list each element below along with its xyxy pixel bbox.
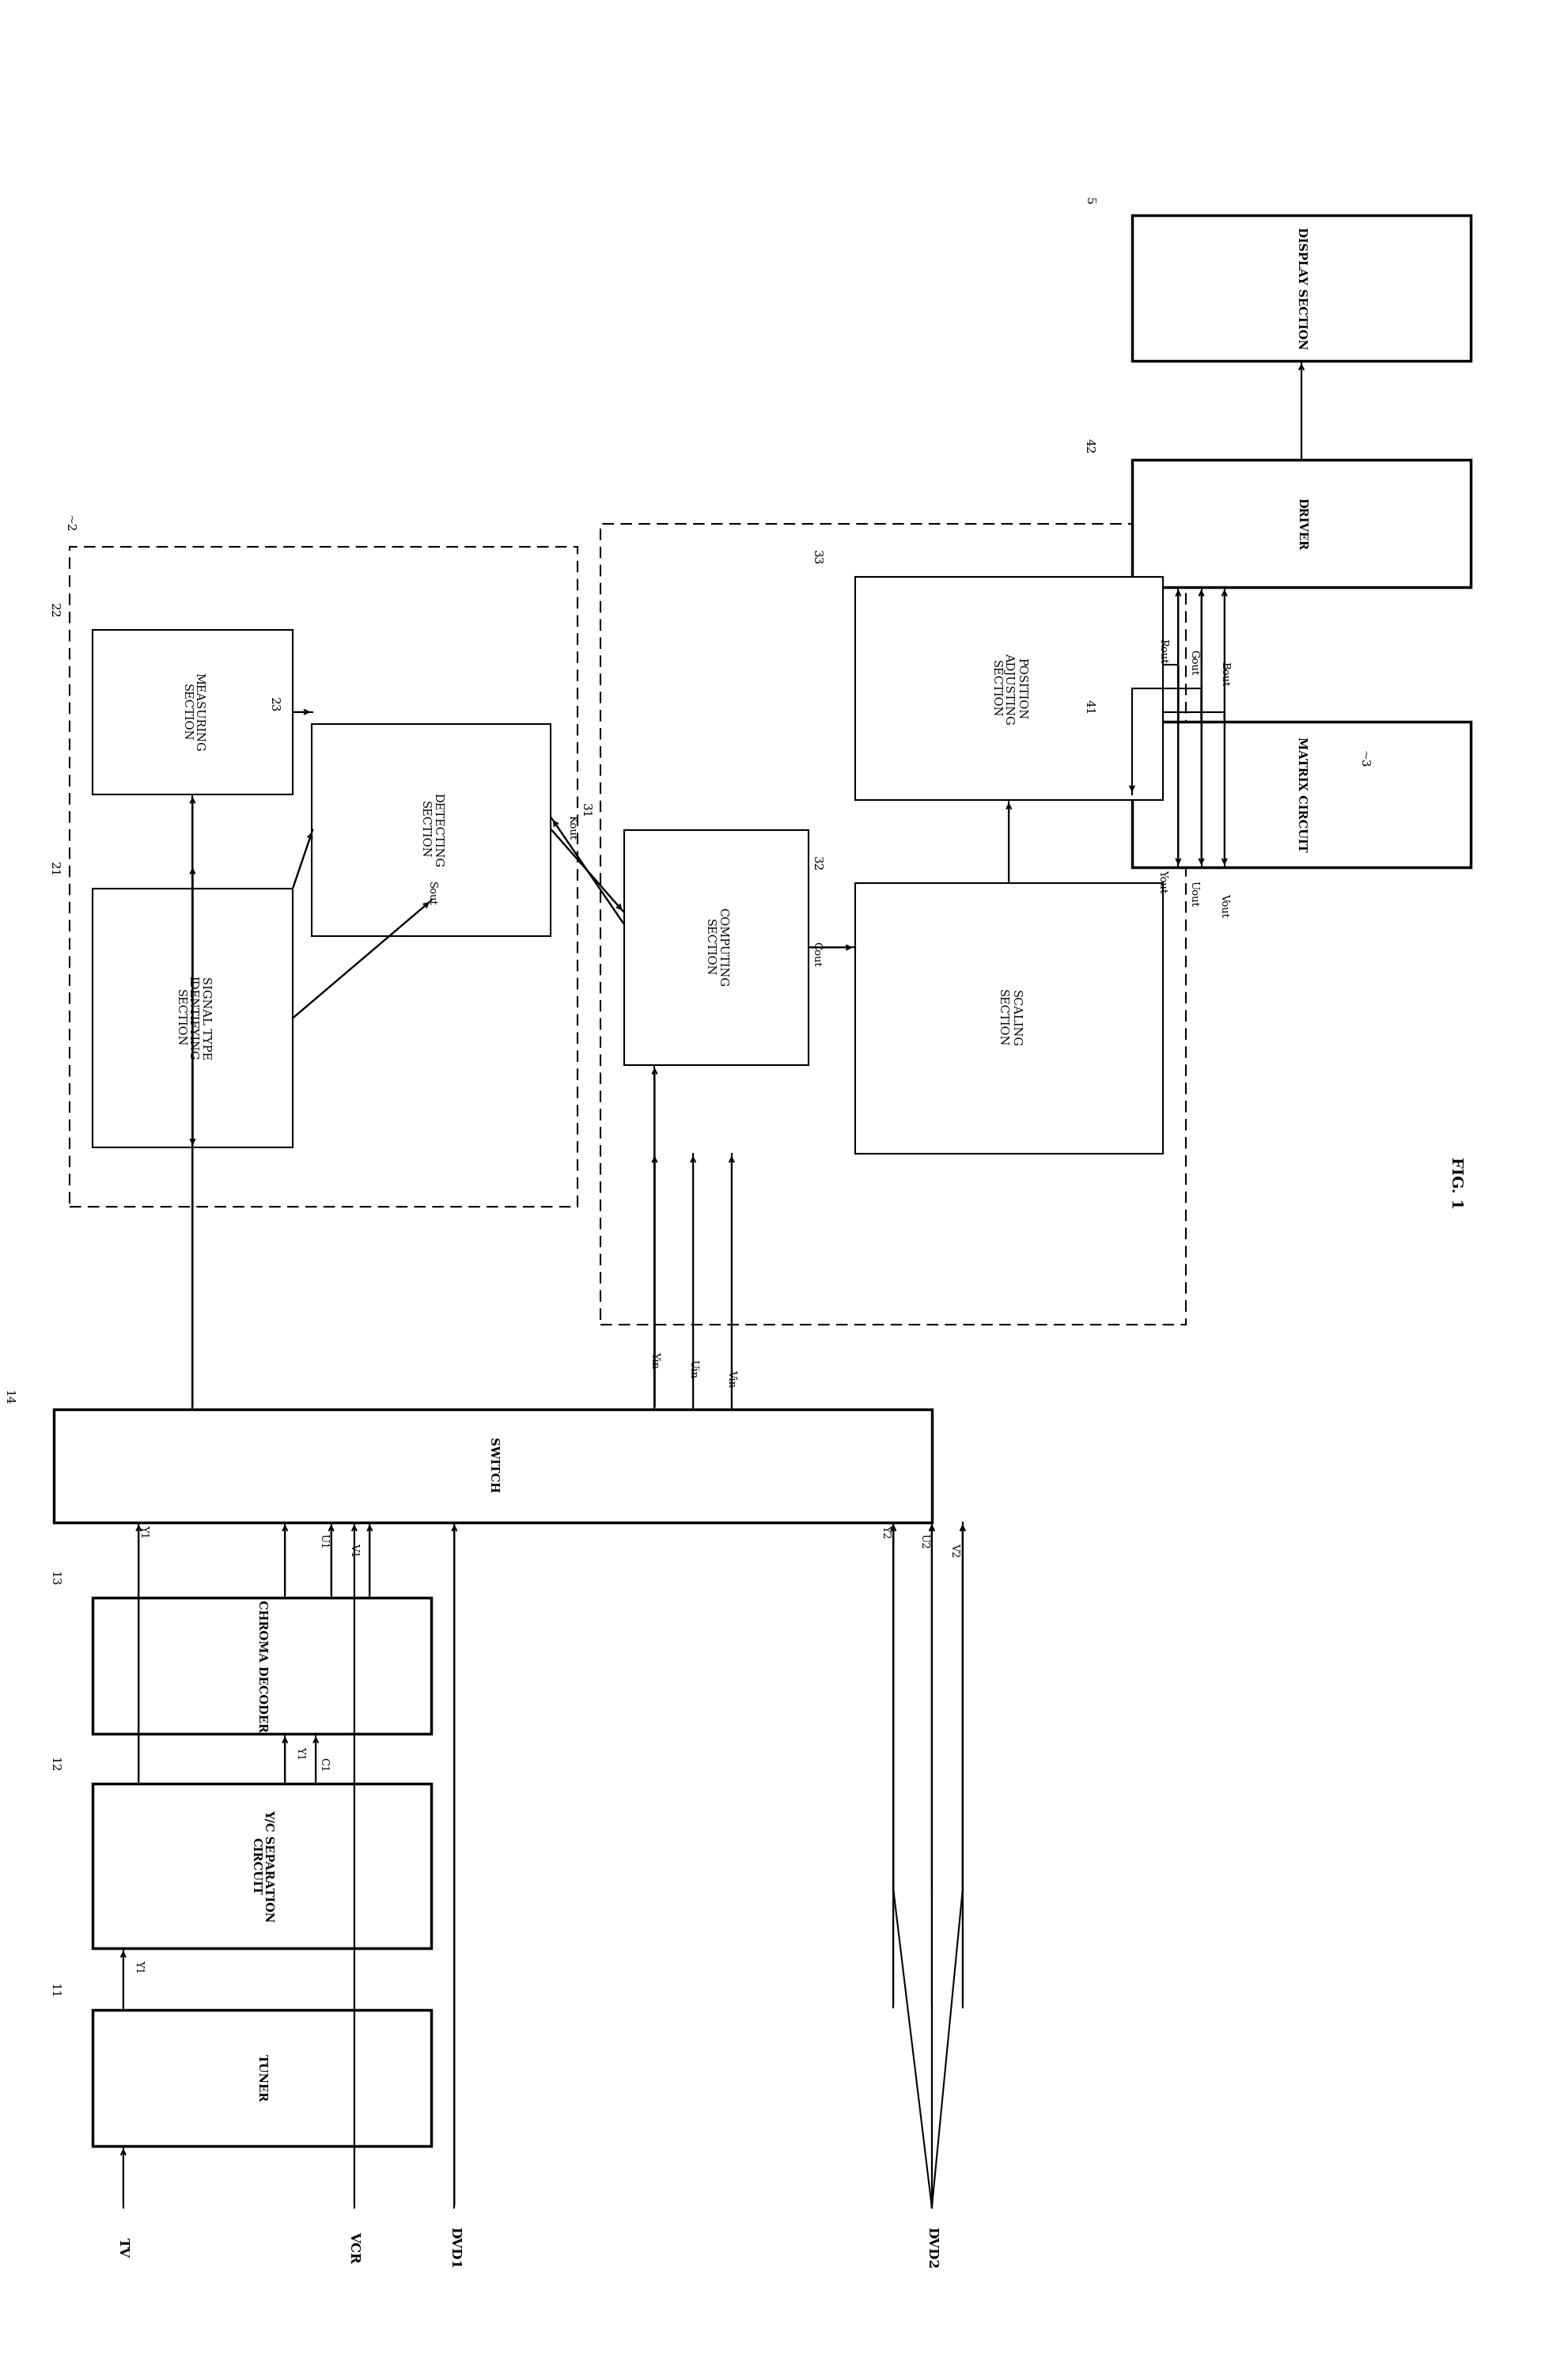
Text: Y1: Y1 (138, 1524, 149, 1538)
Bar (93, 1784, 431, 1947)
Text: DISPLAY SECTION: DISPLAY SECTION (1295, 227, 1306, 350)
Text: 22: 22 (49, 603, 60, 618)
Text: V1: V1 (350, 1543, 359, 1557)
Text: C1: C1 (318, 1758, 328, 1772)
Text: Cout: Cout (811, 942, 822, 968)
Text: 12: 12 (49, 1758, 60, 1772)
Text: DVD1: DVD1 (447, 2226, 461, 2269)
Text: Y2: Y2 (880, 1524, 891, 1538)
Text: DVD2: DVD2 (925, 2226, 938, 2269)
Text: U1: U1 (318, 1533, 328, 1550)
Text: Gout: Gout (1189, 651, 1198, 674)
Bar (624, 830, 808, 1065)
Text: Sout: Sout (426, 880, 436, 906)
Text: DRIVER: DRIVER (1295, 497, 1306, 549)
Text: 31: 31 (580, 802, 591, 819)
Bar (1132, 215, 1471, 362)
Text: SWITCH: SWITCH (488, 1439, 499, 1493)
Bar (1132, 722, 1471, 868)
Text: COMPUTING
SECTION: COMPUTING SECTION (704, 909, 728, 987)
Text: SCALING
SECTION: SCALING SECTION (996, 989, 1021, 1046)
Text: U2: U2 (919, 1533, 928, 1550)
Text: 21: 21 (49, 861, 60, 878)
Text: 42: 42 (1083, 438, 1094, 454)
Bar (1132, 459, 1471, 587)
Text: 41: 41 (1083, 700, 1094, 715)
Text: 5: 5 (1083, 196, 1094, 206)
Text: Bout: Bout (1218, 662, 1229, 686)
Text: Yout: Yout (1157, 871, 1168, 892)
Text: ~3: ~3 (1356, 750, 1367, 769)
Bar (69, 547, 577, 1207)
Text: Vout: Vout (1218, 894, 1229, 918)
Text: CHROMA DECODER: CHROMA DECODER (256, 1599, 267, 1732)
Bar (855, 577, 1162, 800)
Text: V2: V2 (949, 1543, 960, 1557)
Text: Uout: Uout (1189, 880, 1198, 906)
Text: Y/C SEPARATION
CIRCUIT: Y/C SEPARATION CIRCUIT (249, 1810, 274, 1921)
Bar (93, 629, 293, 795)
Text: SIGNAL TYPE
IDENTIFYING
SECTION: SIGNAL TYPE IDENTIFYING SECTION (174, 975, 210, 1060)
Bar (93, 1597, 431, 1734)
Bar (855, 883, 1162, 1155)
Bar (93, 890, 293, 1148)
Bar (312, 724, 550, 935)
Text: Rout: Rout (1157, 639, 1168, 662)
Text: TUNER: TUNER (256, 2054, 267, 2101)
Text: 11: 11 (49, 1983, 60, 1999)
Text: Kout: Kout (566, 814, 577, 840)
Bar (53, 1410, 931, 1521)
Text: 33: 33 (811, 551, 822, 565)
Bar (601, 523, 1185, 1325)
Text: TV: TV (116, 2238, 130, 2257)
Text: MEASURING
SECTION: MEASURING SECTION (180, 672, 204, 752)
Text: DETECTING
SECTION: DETECTING SECTION (419, 793, 444, 866)
Text: Vin: Vin (726, 1370, 737, 1386)
Text: 13: 13 (49, 1571, 60, 1585)
Text: Yin: Yin (649, 1351, 660, 1368)
Text: Y1: Y1 (133, 1961, 144, 1973)
Text: Uin: Uin (688, 1360, 698, 1379)
Text: VCR: VCR (348, 2231, 361, 2264)
Text: MATRIX CIRCUIT: MATRIX CIRCUIT (1295, 736, 1306, 852)
Bar (93, 2009, 431, 2146)
Text: FIG. 1: FIG. 1 (1447, 1157, 1461, 1209)
Text: Y1: Y1 (295, 1746, 306, 1760)
Text: ~2: ~2 (64, 516, 75, 532)
Text: POSITION
ADJUSTING
SECTION: POSITION ADJUSTING SECTION (989, 653, 1027, 724)
Text: 14: 14 (2, 1389, 13, 1405)
Text: 23: 23 (268, 698, 279, 712)
Text: 32: 32 (811, 856, 822, 871)
